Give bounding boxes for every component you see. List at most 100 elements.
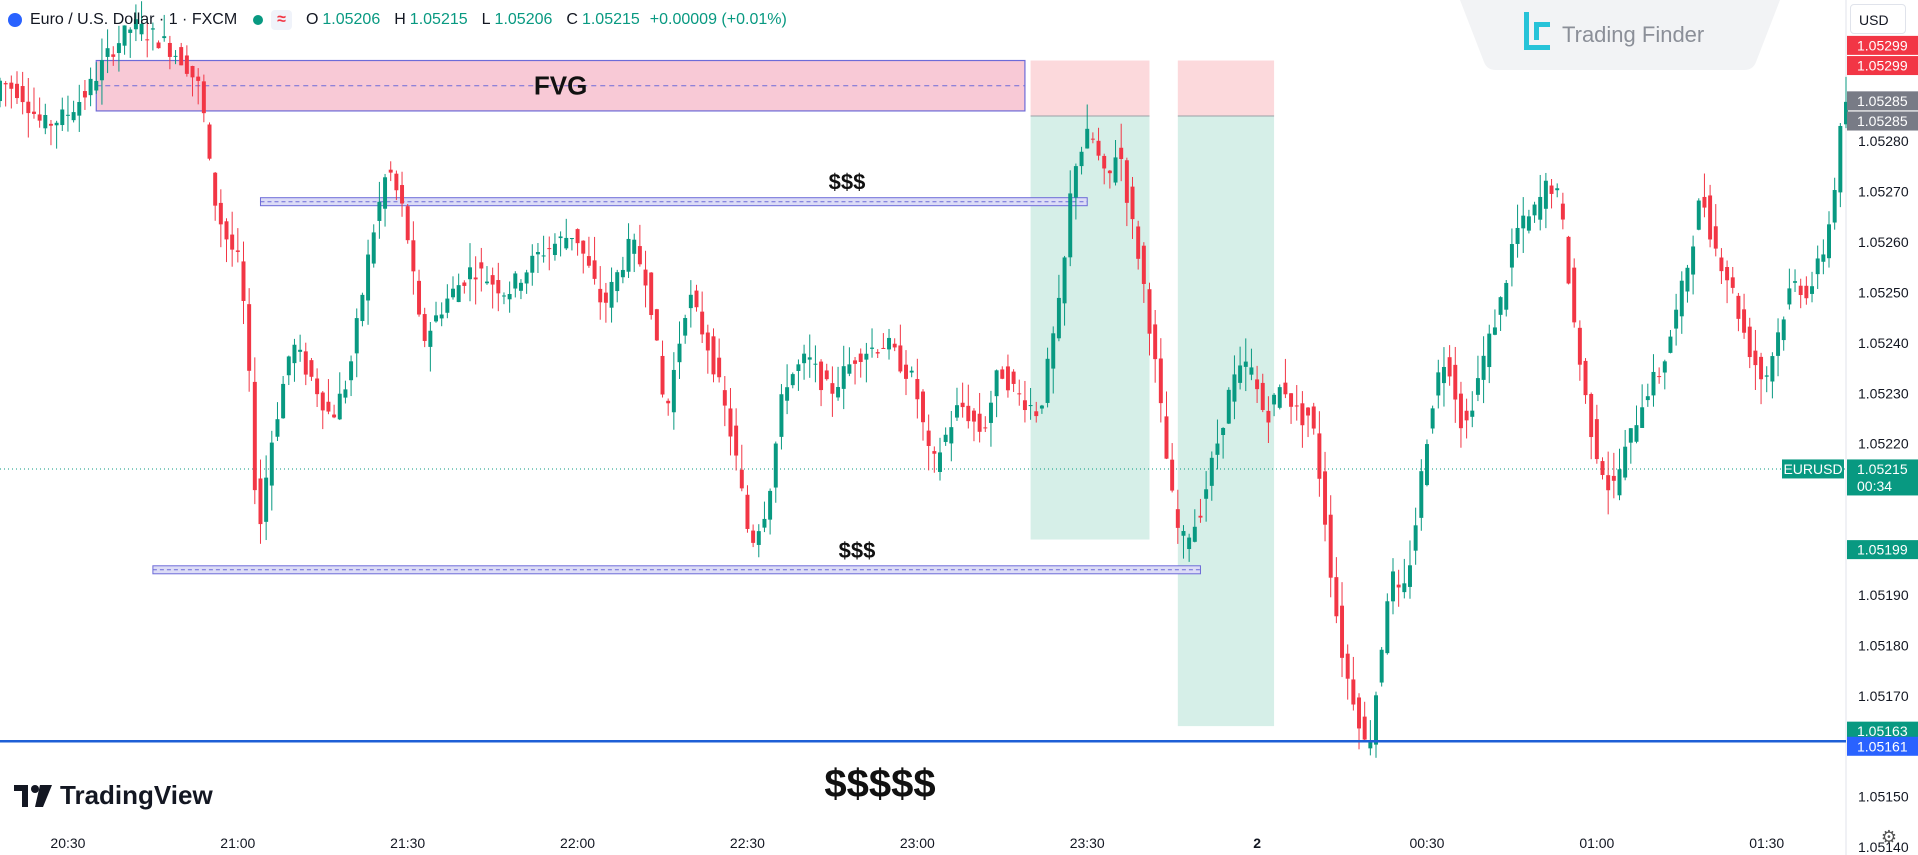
candle-body[interactable] (1056, 297, 1061, 339)
candle-body[interactable] (230, 234, 235, 250)
candle-body[interactable] (241, 261, 246, 301)
candle-body[interactable] (960, 402, 965, 408)
candle-body[interactable] (1572, 267, 1577, 323)
candle-body[interactable] (1430, 408, 1435, 429)
candle-body[interactable] (1187, 537, 1192, 550)
candle-body[interactable] (790, 374, 795, 386)
candle-body[interactable] (1249, 367, 1254, 375)
candle-body[interactable] (1062, 257, 1067, 304)
candle-body[interactable] (3, 83, 8, 85)
candle-body[interactable] (643, 269, 648, 286)
candle-body[interactable] (921, 391, 925, 423)
candle-body[interactable] (1368, 741, 1373, 749)
candle-body[interactable] (705, 332, 710, 351)
candle-body[interactable] (1096, 140, 1101, 156)
candle-body[interactable] (1079, 151, 1084, 167)
candle-body[interactable] (1357, 697, 1362, 729)
candle-body[interactable] (360, 294, 365, 322)
candle-body[interactable] (377, 201, 382, 221)
candle-body[interactable] (269, 442, 274, 486)
candle-body[interactable] (881, 347, 886, 349)
candle-body[interactable] (1306, 407, 1311, 416)
candle-body[interactable] (1821, 254, 1826, 262)
candle-body[interactable] (400, 185, 405, 204)
candle-body[interactable] (1713, 226, 1718, 249)
candle-body[interactable] (1136, 226, 1141, 259)
currency-button[interactable]: USD (1850, 4, 1906, 34)
candle-body[interactable] (1272, 394, 1277, 405)
candle-body[interactable] (1781, 319, 1786, 341)
candle-body[interactable] (179, 47, 184, 66)
candle-body[interactable] (722, 390, 727, 406)
candle-body[interactable] (473, 277, 478, 280)
candle-body[interactable] (1492, 327, 1497, 335)
candle-body[interactable] (1577, 327, 1582, 365)
candle-body[interactable] (1481, 355, 1486, 380)
candle-body[interactable] (15, 83, 19, 99)
candle-body[interactable] (411, 240, 416, 272)
candle-body[interactable] (258, 478, 263, 525)
candle-body[interactable] (671, 369, 676, 413)
candle-body[interactable] (1000, 369, 1005, 379)
candle-body[interactable] (1175, 509, 1180, 528)
candle-body[interactable] (1300, 403, 1305, 426)
candle-body[interactable] (1170, 459, 1175, 491)
candle-body[interactable] (875, 352, 880, 354)
candle-body[interactable] (1526, 216, 1531, 231)
candle-body[interactable] (77, 101, 82, 116)
candle-body[interactable] (836, 387, 841, 398)
candle-body[interactable] (264, 477, 269, 522)
candle-body[interactable] (666, 400, 671, 404)
candle-body[interactable] (1407, 565, 1412, 587)
candle-body[interactable] (173, 55, 178, 57)
candle-body[interactable] (1679, 280, 1684, 317)
candle-body[interactable] (541, 255, 546, 257)
candle-body[interactable] (111, 54, 116, 57)
candle-body[interactable] (535, 252, 540, 255)
candle-body[interactable] (94, 80, 99, 91)
candle-body[interactable] (343, 389, 348, 398)
candle-body[interactable] (926, 430, 931, 446)
candle-body[interactable] (892, 343, 897, 348)
candle-body[interactable] (281, 383, 286, 419)
candle-body[interactable] (1289, 393, 1294, 407)
candle-body[interactable] (1413, 525, 1418, 551)
candle-body[interactable] (915, 378, 920, 400)
candle-body[interactable] (507, 294, 512, 300)
candle-body[interactable] (802, 353, 807, 364)
candle-body[interactable] (983, 427, 988, 429)
candle-body[interactable] (1085, 128, 1090, 149)
candle-body[interactable] (1255, 379, 1260, 390)
candle-body[interactable] (1515, 227, 1520, 244)
candle-body[interactable] (1787, 288, 1792, 305)
candle-body[interactable] (1827, 224, 1831, 259)
candle-body[interactable] (1351, 679, 1356, 705)
candle-body[interactable] (0, 80, 2, 102)
candle-body[interactable] (201, 81, 206, 114)
candle-body[interactable] (1725, 267, 1730, 281)
candle-body[interactable] (1181, 531, 1186, 536)
candle-body[interactable] (218, 202, 223, 225)
candle-body[interactable] (354, 318, 359, 354)
candle-body[interactable] (1719, 257, 1724, 272)
candle-body[interactable] (1005, 366, 1010, 391)
candle-body[interactable] (1068, 193, 1073, 258)
symbol-title[interactable]: Euro / U.S. Dollar · 1 · FXCM (30, 11, 238, 28)
candle-body[interactable] (1668, 336, 1673, 353)
candle-body[interactable] (762, 518, 767, 528)
candle-body[interactable] (943, 434, 948, 442)
candle-body[interactable] (286, 356, 291, 376)
candle-body[interactable] (235, 250, 240, 252)
candle-body[interactable] (586, 256, 591, 266)
candle-body[interactable] (1396, 584, 1401, 588)
candle-body[interactable] (1776, 332, 1781, 356)
candle-body[interactable] (1334, 577, 1339, 617)
candle-body[interactable] (592, 260, 597, 279)
candle-body[interactable] (1628, 428, 1633, 443)
candle-body[interactable] (683, 318, 688, 336)
candle-body[interactable] (1640, 407, 1645, 428)
candle-body[interactable] (1130, 186, 1135, 220)
candle-body[interactable] (1498, 297, 1503, 315)
take-profit-zone[interactable] (1030, 115, 1150, 540)
candle-body[interactable] (366, 254, 371, 301)
